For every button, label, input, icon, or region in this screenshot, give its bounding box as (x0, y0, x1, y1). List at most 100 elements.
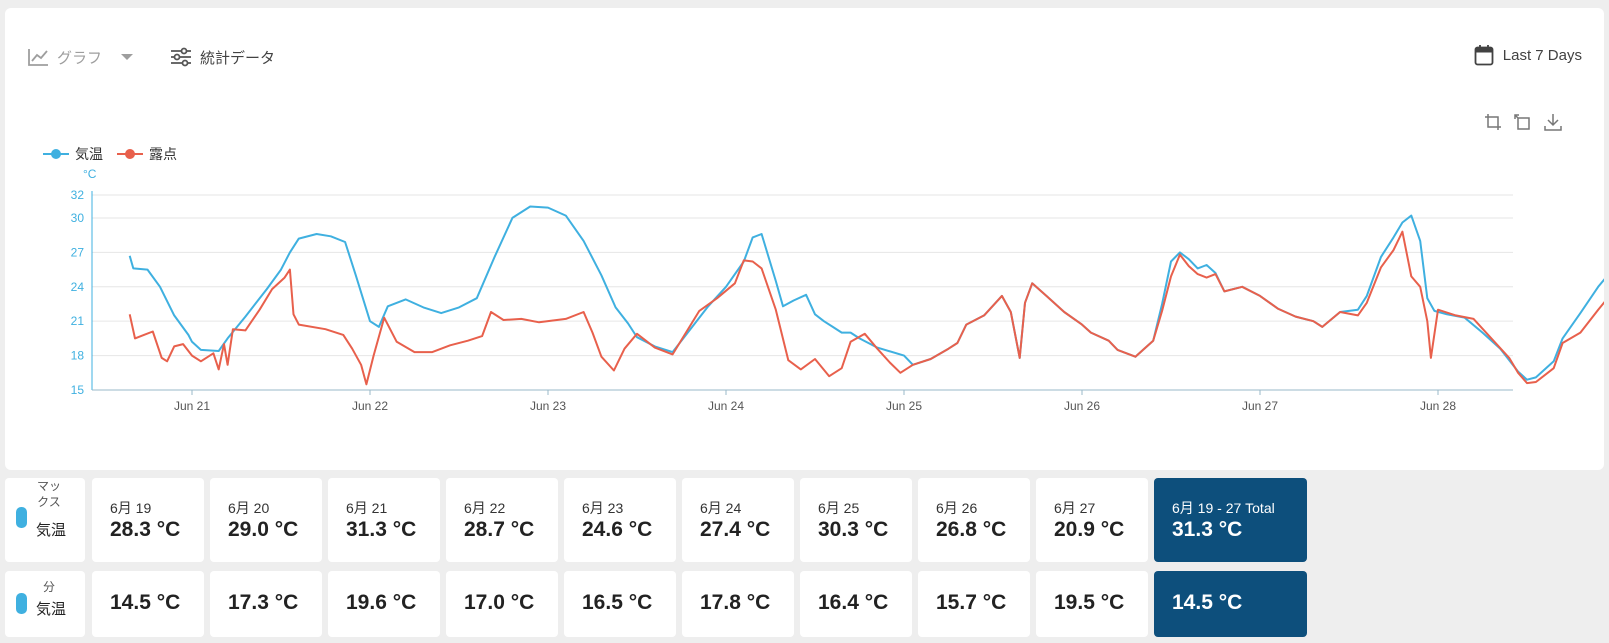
stat-cell-date: 6月 27 (1054, 500, 1096, 516)
temperature-swatch (16, 593, 27, 614)
stats-data-label: 統計データ (200, 49, 276, 67)
stat-cell-date: 6月 26 (936, 500, 978, 516)
stat-cell-date: 6月 22 (464, 500, 506, 516)
y-tick-label: 32 (71, 188, 85, 202)
stat-cell-value: 26.8 °C (936, 518, 1007, 541)
stat-cell: 6月 19 28.3 °C (92, 478, 204, 562)
stat-cell-value: 17.3 °C (228, 591, 299, 614)
stat-cell: 6月 20 29.0 °C (210, 478, 322, 562)
stat-cell: 16.4 °C (800, 571, 912, 637)
stat-cell-value: 19.6 °C (346, 591, 417, 614)
line-chart: °C 15 18 21 24 27 30 32 Jun 21 Jun 22 Jun 23 Jun 24… (71, 167, 1604, 413)
stat-cell-date: 6月 23 (582, 500, 624, 516)
stats-row-max-header: マックス 気温 (5, 478, 85, 562)
chart-tools (1484, 113, 1562, 131)
legend-label-dewpoint: 露点 (149, 146, 177, 162)
stat-cell-date: 6月 24 (700, 500, 742, 516)
chart-legend: 気温 露点 (43, 144, 177, 164)
stat-cell-total: 14.5 °C (1154, 571, 1307, 637)
stats-row-min-small-label: 分 (42, 580, 55, 594)
download-icon[interactable] (1544, 113, 1562, 131)
legend-label-temperature: 気温 (75, 146, 103, 162)
x-tick-label: Jun 26 (1064, 399, 1100, 413)
series-line-dewpoint (128, 230, 1604, 386)
stat-cell: 19.6 °C (328, 571, 440, 637)
y-tick-label: 15 (71, 383, 85, 397)
y-tick-label: 27 (71, 245, 85, 259)
stats-row-max-small-label: マックス (37, 479, 62, 509)
x-tick-label: Jun 25 (886, 399, 922, 413)
caret-down-icon (121, 54, 134, 60)
stat-cell-total: 6月 19 - 27 Total 31.3 °C (1154, 478, 1307, 562)
legend-marker-dewpoint (117, 149, 143, 159)
stat-cell-total-value: 31.3 °C (1172, 518, 1243, 541)
stats-row-min-header: 分 気温 (5, 571, 85, 637)
date-range-label: Last 7 Days (1502, 46, 1582, 64)
stat-cell: 14.5 °C (92, 571, 204, 637)
restore-icon[interactable] (1514, 113, 1532, 131)
legend-item-dewpoint[interactable]: 露点 (117, 144, 177, 164)
stats-row-max-main-label: 気温 (36, 522, 67, 539)
stat-cell: 17.0 °C (446, 571, 558, 637)
stat-cell-value: 17.8 °C (700, 591, 771, 614)
stat-cell-value: 16.4 °C (818, 591, 889, 614)
sliders-icon (171, 47, 192, 67)
stat-cell-total-date: 6月 19 - 27 Total (1172, 500, 1275, 516)
stat-cell-value: 15.7 °C (936, 591, 1007, 614)
stat-cell: 6月 27 20.9 °C (1036, 478, 1148, 562)
stat-cell-value: 16.5 °C (582, 591, 653, 614)
x-tick-label: Jun 21 (174, 399, 210, 413)
stat-cell-value: 30.3 °C (818, 518, 889, 541)
chart-card: グラフ 統計データ Last 7 Days (5, 8, 1604, 470)
stat-cell-date: 6月 19 (110, 500, 152, 516)
stat-cell: 6月 23 24.6 °C (564, 478, 676, 562)
graph-view-label: グラフ (57, 49, 103, 67)
legend-marker-temperature (43, 149, 69, 159)
stat-cell-value: 14.5 °C (110, 591, 181, 614)
stats-data-button[interactable]: 統計データ (170, 47, 275, 68)
stat-cell: 17.3 °C (210, 571, 322, 637)
stat-cell-value: 31.3 °C (346, 518, 417, 541)
line-chart-icon (28, 49, 48, 66)
calendar-icon (1474, 45, 1494, 66)
x-tick-label: Jun 22 (352, 399, 388, 413)
graph-view-dropdown[interactable]: グラフ (27, 47, 134, 68)
stat-cell: 6月 26 26.8 °C (918, 478, 1030, 562)
chart-toolbar: グラフ 統計データ (27, 44, 275, 70)
stat-cell: 15.7 °C (918, 571, 1030, 637)
stat-cell: 16.5 °C (564, 571, 676, 637)
stat-cell: 17.8 °C (682, 571, 794, 637)
stat-cell-value: 27.4 °C (700, 518, 771, 541)
stat-cell-value: 17.0 °C (464, 591, 535, 614)
stat-cell-value: 20.9 °C (1054, 518, 1125, 541)
y-tick-label: 30 (71, 211, 85, 225)
stat-cell-date: 6月 25 (818, 500, 860, 516)
stats-row-min-main-label: 気温 (36, 601, 67, 618)
x-tick-label: Jun 27 (1242, 399, 1278, 413)
temperature-swatch (16, 507, 27, 528)
stat-cell-value: 19.5 °C (1054, 591, 1125, 614)
stat-cell-date: 6月 20 (228, 500, 270, 516)
series-line-temperature (128, 205, 1604, 381)
legend-item-temperature[interactable]: 気温 (43, 144, 103, 164)
stat-cell-date: 6月 21 (346, 500, 388, 516)
x-tick-label: Jun 28 (1420, 399, 1456, 413)
stat-cell: 6月 21 31.3 °C (328, 478, 440, 562)
y-tick-label: 18 (71, 349, 85, 363)
stat-cell: 6月 22 28.7 °C (446, 478, 558, 562)
stat-cell-value: 24.6 °C (582, 518, 653, 541)
stat-cell-value: 28.7 °C (464, 518, 535, 541)
stat-cell-total-value: 14.5 °C (1172, 591, 1243, 614)
y-tick-label: 24 (71, 280, 85, 294)
x-tick-label: Jun 23 (530, 399, 566, 413)
stat-cell: 19.5 °C (1036, 571, 1148, 637)
y-tick-label: 21 (71, 314, 85, 328)
date-range-picker[interactable]: Last 7 Days (1474, 44, 1582, 66)
stat-cell-value: 29.0 °C (228, 518, 299, 541)
stat-cell-value: 28.3 °C (110, 518, 181, 541)
y-axis-unit-label: °C (83, 167, 97, 181)
stat-cell: 6月 25 30.3 °C (800, 478, 912, 562)
x-tick-label: Jun 24 (708, 399, 744, 413)
stat-cell: 6月 24 27.4 °C (682, 478, 794, 562)
crop-icon[interactable] (1484, 113, 1502, 131)
